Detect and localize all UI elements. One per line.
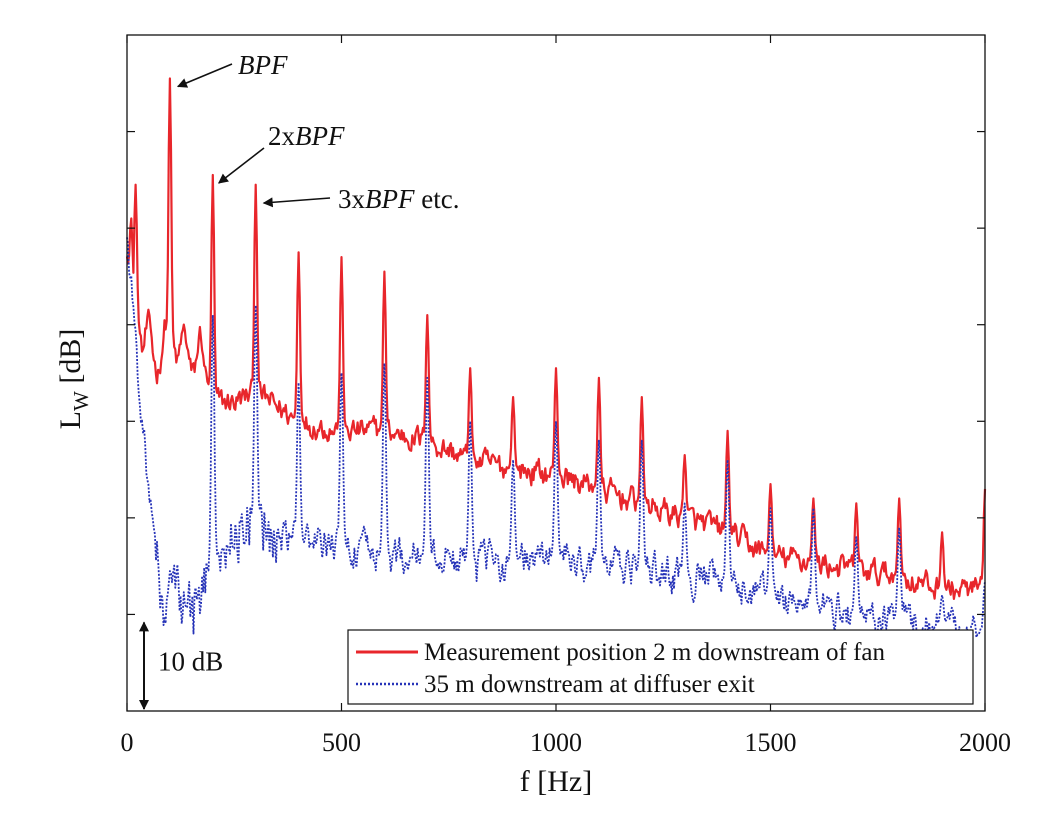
annotation-italic: BPF: [238, 50, 288, 80]
legend-box: [347, 629, 974, 705]
series-line-diffuser: [126, 237, 986, 649]
x-tick-label: 2000: [959, 728, 1011, 757]
series-layer: [125, 77, 987, 649]
annotation-italic: BPF: [295, 121, 345, 151]
x-tick-label: 0: [121, 728, 134, 757]
y-axis-label-main: L: [54, 411, 87, 429]
annotation-label: BPF: [238, 50, 288, 80]
ticks-layer: [126, 35, 986, 711]
scale-bar-label: 10 dB: [158, 647, 223, 677]
annotation-prefix: 2x: [268, 121, 296, 151]
x-tick-label: 1500: [745, 728, 797, 757]
tick-labels: 0 500 1000 1500 2000: [121, 728, 1012, 757]
legend-label-diffuser: 35 m downstream at diffuser exit: [424, 671, 755, 698]
annotation-arrow: [218, 147, 265, 184]
annotation-italic: BPF: [365, 184, 415, 214]
scale-bar: 10 dB: [139, 621, 223, 710]
annotation-label: 3xBPF etc.: [338, 184, 459, 214]
y-axis-label-subscript: W: [69, 391, 93, 411]
legend: Measurement position 2 m downstream of f…: [347, 629, 974, 705]
annotation-arrow: [262, 197, 331, 208]
y-axis-label: LW [dB]: [54, 329, 93, 430]
legend-label-measurement: Measurement position 2 m downstream of f…: [424, 639, 886, 666]
annotation-suffix: etc.: [414, 184, 459, 214]
x-tick-label: 1000: [530, 728, 582, 757]
annotation-prefix: 3x: [338, 184, 366, 214]
series-line-measurement: [125, 77, 987, 600]
annotation-arrow: [176, 63, 233, 88]
y-axis-label-unit: [dB]: [54, 329, 87, 392]
x-axis-label: f [Hz]: [520, 765, 592, 798]
annotation-label: 2xBPF: [268, 121, 345, 151]
x-tick-label: 500: [322, 728, 361, 757]
